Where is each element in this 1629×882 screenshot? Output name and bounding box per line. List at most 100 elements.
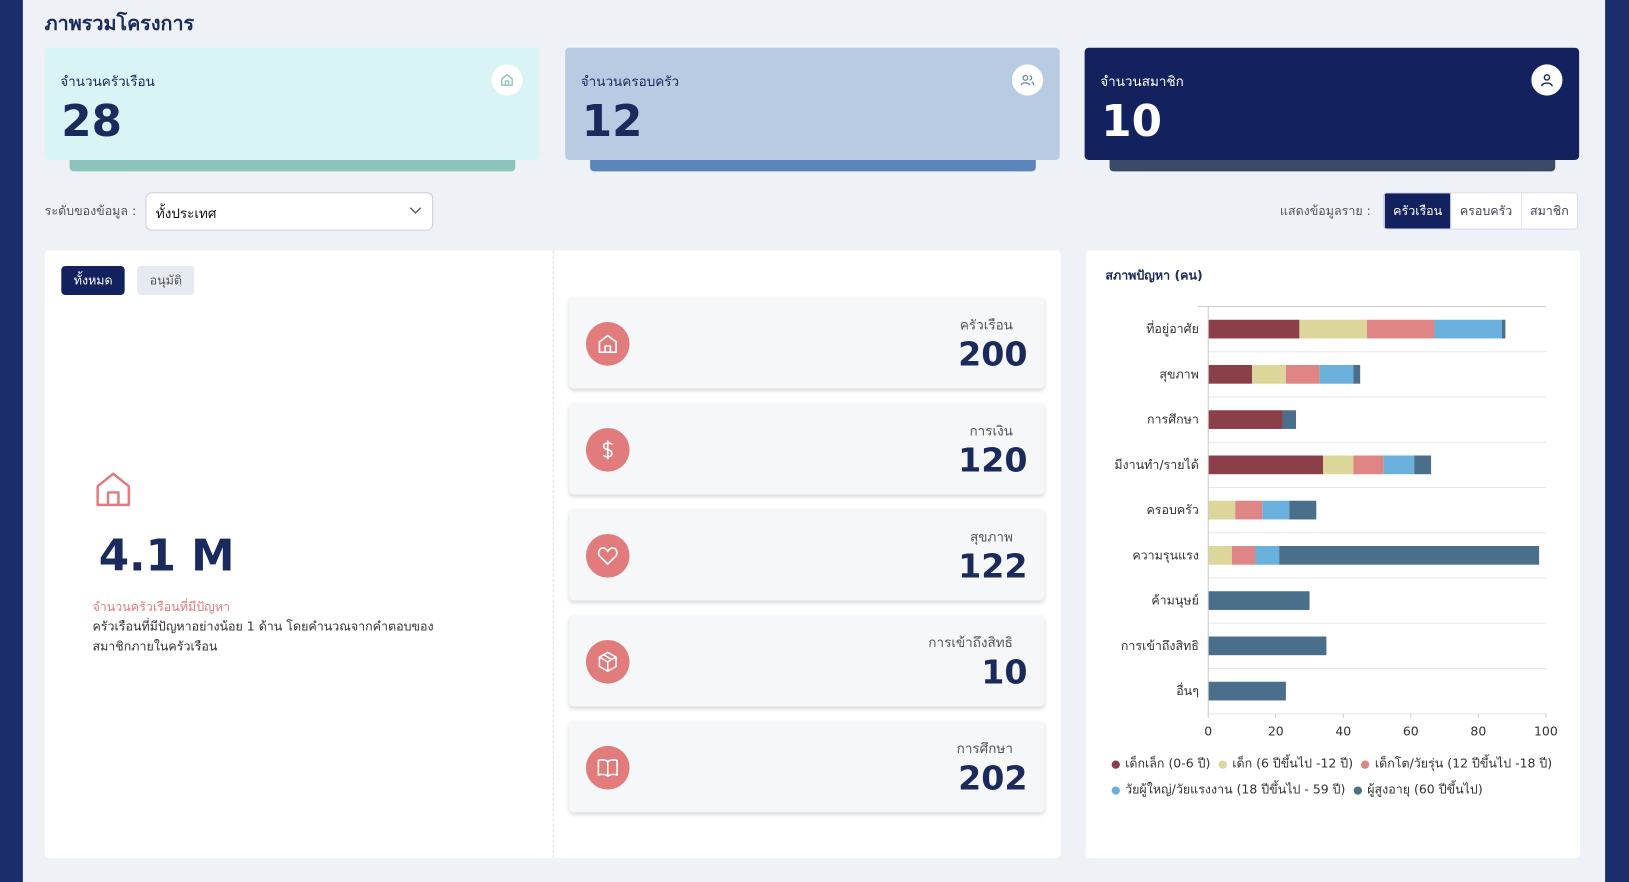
tab[interactable]: ทั้งหมด bbox=[61, 265, 126, 296]
bar-segment bbox=[1208, 545, 1232, 565]
stat-card: การเข้าถึงสิทธิ 10 bbox=[569, 615, 1045, 707]
toggle-option[interactable]: สมาชิก bbox=[1520, 193, 1578, 229]
icon bbox=[585, 428, 630, 472]
card-value: 10 bbox=[1101, 95, 1162, 147]
x-tick-label: 60 bbox=[1403, 724, 1419, 739]
divider bbox=[552, 250, 554, 859]
legend-item[interactable]: ผู้สูงอายุ (60 ปีขึ้นไป) bbox=[1353, 780, 1483, 800]
bar-segment bbox=[1501, 319, 1506, 339]
card-value: 12 bbox=[581, 95, 643, 147]
chevron bbox=[409, 207, 422, 214]
stat-value: 120 bbox=[958, 440, 1028, 480]
x-tick-label: 80 bbox=[1470, 724, 1486, 739]
bar-segment bbox=[1208, 591, 1310, 610]
bar-segment bbox=[1383, 455, 1415, 475]
icon bbox=[585, 745, 630, 790]
legend-label: เด็กโต/วัยรุ่น (12 ปีขึ้นไป -18 ปี) bbox=[1374, 756, 1553, 771]
y-tick-label: มีงานทำ/รายได้ bbox=[1114, 457, 1199, 472]
icon bbox=[1011, 64, 1044, 96]
view-toggle: ครัวเรือน ครอบครัว สมาชิก bbox=[1382, 192, 1579, 230]
toggle-option[interactable]: ครอบครัว bbox=[1450, 193, 1520, 229]
stat-value: 202 bbox=[958, 758, 1028, 798]
x-tick-label: 0 bbox=[1204, 724, 1212, 739]
bar-segment bbox=[1255, 545, 1280, 565]
stat-label: การศึกษา bbox=[956, 741, 1013, 758]
bar-segment bbox=[1285, 365, 1320, 384]
stat-label: การเงิน bbox=[969, 423, 1013, 440]
y-tick-label: ครอบครัว bbox=[1146, 502, 1198, 517]
icon bbox=[585, 533, 630, 578]
card-value: 28 bbox=[61, 95, 123, 147]
card-tab bbox=[69, 157, 516, 172]
bar-segment bbox=[1289, 500, 1317, 520]
card-label: จำนวนสมาชิก bbox=[1100, 74, 1184, 91]
stat-card: การศึกษา 202 bbox=[569, 720, 1045, 813]
highlight-value: 4.1 M bbox=[98, 529, 235, 581]
y-tick-label: ค้ามนุษย์ bbox=[1151, 593, 1199, 609]
legend-swatch bbox=[1218, 759, 1228, 769]
stat-card: การเงิน 120 bbox=[569, 403, 1045, 495]
legend-item[interactable]: เด็ก (6 ปีขึ้นไป -12 ปี) bbox=[1218, 754, 1354, 774]
level-select[interactable]: ทั้งประเทศ bbox=[145, 192, 434, 231]
stat-card: สุขภาพ 122 bbox=[569, 509, 1045, 601]
tab[interactable]: อนุมัติ bbox=[137, 265, 195, 296]
y-tick-label: สุขภาพ bbox=[1159, 367, 1199, 383]
bar-segment bbox=[1279, 545, 1540, 565]
toggle-option[interactable]: ครัวเรือน bbox=[1383, 193, 1451, 229]
y-tick-label: การศึกษา bbox=[1147, 412, 1199, 427]
bar-segment bbox=[1434, 319, 1502, 339]
summary-card: จำนวนครัวเรือน 28 bbox=[44, 47, 540, 160]
legend-swatch bbox=[1353, 785, 1363, 795]
bar-segment bbox=[1319, 365, 1354, 384]
legend-label: วัยผู้ใหญ่/วัยแรงงาน (18 ปีขึ้นไป - 59 ป… bbox=[1125, 782, 1346, 797]
chart-title: สภาพปัญหา (คน) bbox=[1105, 267, 1202, 282]
legend-label: เด็ก (6 ปีขึ้นไป -12 ปี) bbox=[1232, 756, 1354, 771]
bar-segment bbox=[1208, 410, 1283, 429]
card-tab bbox=[1109, 157, 1556, 172]
icon bbox=[1531, 64, 1563, 96]
bar-segment bbox=[1235, 500, 1263, 520]
card-label: จำนวนครัวเรือน bbox=[60, 74, 155, 91]
icon bbox=[585, 639, 630, 684]
x-tick-label: 20 bbox=[1268, 724, 1284, 739]
legend-label: เด็กเล็ก (0-6 ปี) bbox=[1125, 756, 1211, 771]
stat-value: 200 bbox=[958, 334, 1028, 375]
legend-label: ผู้สูงอายุ (60 ปีขึ้นไป) bbox=[1367, 782, 1483, 797]
bar-segment bbox=[1208, 455, 1324, 475]
sidebar-edge bbox=[0, 0, 23, 882]
bar-segment bbox=[1252, 365, 1286, 384]
summary-card: จำนวนสมาชิก 10 bbox=[1084, 47, 1580, 160]
bar-segment bbox=[1262, 500, 1290, 520]
page-title: ภาพรวมโครงการ bbox=[44, 12, 195, 36]
bar-segment bbox=[1299, 319, 1367, 339]
summary-card: จำนวนครอบครัว 12 bbox=[565, 47, 1060, 160]
select-value: ทั้งประเทศ bbox=[155, 206, 217, 223]
legend-item[interactable]: วัยผู้ใหญ่/วัยแรงงาน (18 ปีขึ้นไป - 59 ป… bbox=[1111, 780, 1346, 800]
highlight-description: ครัวเรือนที่มีปัญหาอย่างน้อย 1 ด้าน โดยค… bbox=[92, 619, 434, 654]
bar-segment bbox=[1366, 319, 1435, 339]
highlight-caption: จำนวนครัวเรือนที่มีปัญหา bbox=[92, 599, 231, 614]
bar-segment bbox=[1353, 455, 1384, 475]
legend-item[interactable]: เด็กเล็ก (0-6 ปี) bbox=[1111, 754, 1211, 774]
bar-segment bbox=[1323, 455, 1354, 475]
bar-segment bbox=[1208, 500, 1236, 520]
bar-segment bbox=[1208, 365, 1253, 384]
bar-segment bbox=[1208, 319, 1300, 339]
legend-swatch bbox=[1361, 759, 1370, 769]
bar-segment bbox=[1208, 636, 1327, 656]
legend-item[interactable]: เด็กโต/วัยรุ่น (12 ปีขึ้นไป -18 ปี) bbox=[1361, 754, 1552, 774]
card-label: จำนวนครอบครัว bbox=[580, 74, 680, 91]
bar-segment bbox=[1231, 545, 1256, 565]
filter-label: ระดับของข้อมูล : bbox=[44, 203, 137, 219]
icon bbox=[585, 322, 630, 366]
bar-segment bbox=[1414, 455, 1432, 475]
legend-swatch bbox=[1111, 785, 1120, 795]
stat-label: การเข้าถึงสิทธิ bbox=[928, 635, 1013, 652]
chart: สภาพปัญหา (คน) ที่อยู่อาศัยสุขภาพการศึกษ… bbox=[1105, 267, 1558, 739]
y-tick-label: การเข้าถึงสิทธิ bbox=[1121, 638, 1199, 653]
stat-card: ครัวเรือน 200 bbox=[569, 297, 1045, 389]
x-tick-label: 100 bbox=[1534, 724, 1558, 739]
stat-label: ครัวเรือน bbox=[959, 317, 1013, 334]
